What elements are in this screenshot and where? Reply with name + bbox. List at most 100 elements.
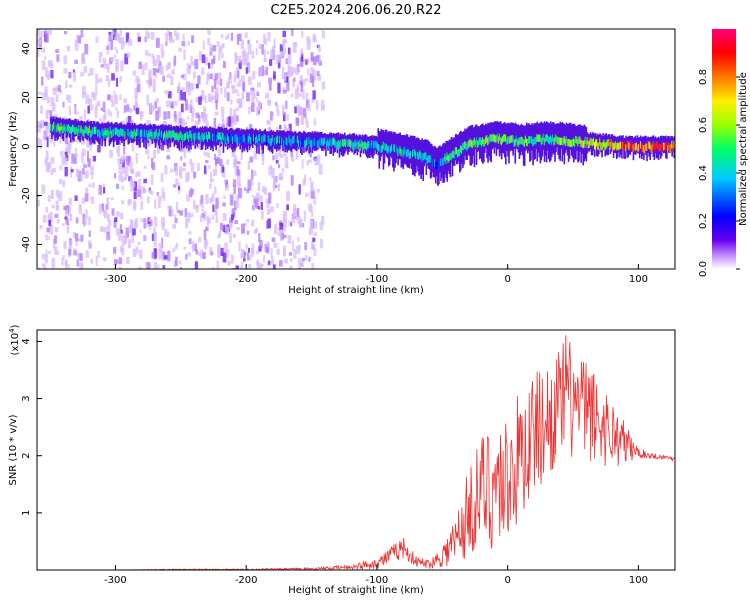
spectrogram-noise-cell bbox=[286, 114, 289, 121]
spectrogram-noise-cell bbox=[298, 258, 302, 267]
spectrogram-ridge-halo bbox=[535, 123, 537, 150]
spectrogram-noise-cell bbox=[228, 116, 232, 127]
spectrogram-noise-cell bbox=[122, 155, 127, 161]
spectrogram-noise-cell bbox=[276, 248, 280, 255]
spectrogram-noise-cell bbox=[164, 90, 167, 95]
spectrogram-noise-cell bbox=[261, 44, 264, 55]
spectrogram-noise-cell bbox=[240, 75, 245, 83]
spectrogram-noise-cell bbox=[274, 223, 278, 235]
spectrogram-ridge-halo bbox=[222, 129, 225, 153]
spectrogram-ridge-core bbox=[117, 128, 119, 137]
spectrogram-ridge-core bbox=[158, 129, 161, 137]
spectrogram-noise-cell bbox=[211, 215, 215, 220]
spectrogram-noise-cell bbox=[240, 149, 243, 160]
spectrogram-noise-cell bbox=[267, 100, 272, 104]
spectrogram-noise-cell bbox=[291, 155, 295, 162]
spectrogram-ridge-core bbox=[57, 123, 59, 131]
spectrogram-noise-cell bbox=[153, 103, 156, 110]
spectrogram-noise-cell bbox=[37, 138, 40, 146]
spectrogram-ridge-core bbox=[628, 142, 631, 150]
spectrogram-noise-cell bbox=[172, 223, 177, 229]
spectrogram-noise-cell bbox=[140, 110, 144, 118]
spectrogram-ridge-halo bbox=[107, 121, 110, 137]
spectrogram-ridge-core bbox=[491, 134, 494, 143]
spectrogram-ridge-core bbox=[647, 140, 649, 148]
spectrogram-noise-cell bbox=[217, 244, 221, 253]
spectrogram-noise-cell bbox=[263, 49, 267, 61]
spectrogram-noise-cell bbox=[107, 109, 110, 115]
spectrogram-ridge-core bbox=[279, 136, 281, 144]
spectrogram-ridge-core bbox=[245, 134, 248, 143]
spectrogram-ridge-core bbox=[103, 131, 106, 139]
spectrogram-noise-cell bbox=[152, 68, 157, 76]
spectrogram-ridge-core bbox=[383, 143, 386, 151]
spectrogram-noise-cell bbox=[264, 38, 267, 45]
colorbar-tick-label: 0.0 bbox=[698, 261, 709, 277]
spectrogram-ridge-halo bbox=[556, 123, 558, 148]
spectrogram-noise-cell bbox=[256, 250, 259, 255]
spectrogram-noise-cell bbox=[302, 79, 306, 86]
spectrogram-noise-cell bbox=[162, 251, 165, 256]
snr-x-ticks: -300 -200 -100 0 100 bbox=[104, 565, 648, 586]
spectrogram-ridge-core bbox=[377, 143, 380, 152]
spectrogram-noise-cell bbox=[240, 39, 244, 50]
spectrogram-noise-cell bbox=[312, 237, 316, 242]
spectrogram-ridge-core bbox=[197, 133, 200, 141]
spectrogram-ridge-halo bbox=[484, 125, 486, 153]
spectrogram-ridge-core bbox=[452, 150, 455, 158]
spectrogram-noise-cell bbox=[133, 105, 136, 111]
spectrogram-noise-cell bbox=[319, 238, 324, 249]
spectrogram-ridge-core bbox=[355, 141, 358, 150]
spectrogram-noise-cell bbox=[234, 52, 238, 64]
spectrogram-noise-cell bbox=[45, 234, 48, 241]
spectrogram-noise-cell bbox=[46, 122, 51, 133]
spectrogram-ridge-core bbox=[513, 139, 516, 147]
spectrogram-ridge-core bbox=[188, 134, 190, 142]
spectrogram-ridge-core bbox=[222, 133, 225, 141]
spectrogram-ridge-core bbox=[380, 145, 383, 154]
spectrogram-noise-cell bbox=[223, 195, 226, 199]
spectrogram-noise-cell bbox=[106, 213, 111, 222]
spectrogram-noise-cell bbox=[229, 232, 232, 244]
spectrogram-ridge-core bbox=[140, 129, 142, 138]
spectrogram-ridge-core bbox=[662, 142, 665, 151]
spectrogram-ridge-core bbox=[298, 139, 301, 148]
spectrogram-noise-cell bbox=[300, 48, 304, 55]
spectrogram-ridge-core bbox=[391, 144, 393, 152]
spectrogram-ridge-core bbox=[430, 155, 433, 163]
spectrogram-noise-cell bbox=[214, 111, 219, 116]
spectrogram-noise-cell bbox=[86, 150, 89, 162]
spectrogram-noise-cell bbox=[175, 201, 179, 212]
spectrogram-noise-cell bbox=[42, 134, 46, 140]
spectrogram-noise-cell bbox=[119, 212, 124, 220]
spectrogram-noise-cell bbox=[45, 74, 49, 79]
spectrogram-noise-cell bbox=[53, 235, 58, 244]
spectrogram-ridge-core bbox=[87, 128, 90, 136]
spectrogram-ridge-core bbox=[128, 132, 131, 140]
spectrogram-ridge-core bbox=[520, 136, 523, 144]
spectrogram-ridge-core bbox=[580, 139, 582, 147]
spectrogram-noise-cell bbox=[321, 99, 325, 111]
spectrogram-noise-cell bbox=[236, 55, 241, 62]
spectrogram-ridge-halo bbox=[424, 139, 427, 164]
spectrogram-ridge-core bbox=[620, 141, 622, 149]
spectrogram-noise-cell bbox=[293, 41, 298, 47]
spectrogram-ridge-core bbox=[198, 131, 201, 140]
spectrogram-noise-cell bbox=[192, 106, 195, 117]
spectrogram-noise-cell bbox=[180, 74, 185, 78]
spectrogram-ridge-core bbox=[448, 154, 451, 162]
spectrogram-noise-cell bbox=[214, 205, 217, 214]
spectrogram-noise-cell bbox=[226, 159, 230, 165]
spectrogram-noise-cell bbox=[183, 121, 188, 125]
spectrogram-noise-cell bbox=[231, 85, 236, 94]
spectrogram-ridge-core bbox=[146, 130, 148, 138]
spectrogram-noise-cell bbox=[308, 256, 311, 262]
spectrogram-noise-cell bbox=[229, 194, 234, 206]
spectrogram-noise-cell bbox=[87, 158, 91, 168]
spectrogram-noise-cell bbox=[136, 171, 141, 177]
spectrogram-ridge-core bbox=[329, 138, 331, 146]
spectrogram-ridge-core bbox=[478, 137, 481, 145]
spectrogram-ridge-halo bbox=[393, 131, 395, 172]
spectrogram-ridge-core bbox=[68, 125, 71, 134]
spectrogram-noise-cell bbox=[81, 148, 86, 157]
